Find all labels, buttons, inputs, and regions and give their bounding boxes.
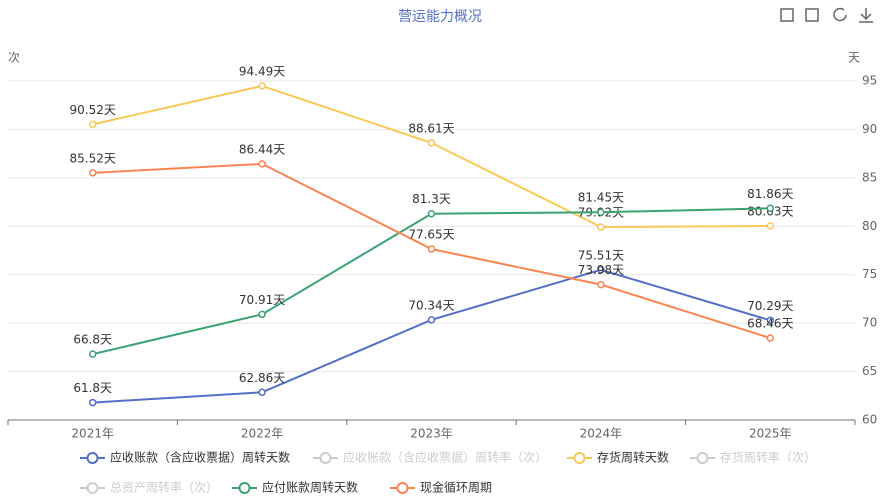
point xyxy=(427,245,436,253)
legend-symbol xyxy=(573,452,586,464)
data-label: 68.46天 xyxy=(747,317,793,331)
data-label: 86.44天 xyxy=(239,142,285,156)
data-label: 66.8天 xyxy=(73,333,112,347)
data-label: 81.3天 xyxy=(412,192,451,206)
data-label: 70.91天 xyxy=(239,293,285,307)
legend-item[interactable]: 总资产周转率（次） xyxy=(80,480,218,495)
y-axis-label: 次 xyxy=(8,51,20,65)
chart-title: 营运能力概况 xyxy=(398,9,482,25)
point xyxy=(597,266,605,274)
legend-symbol xyxy=(696,452,709,464)
legend-label: 应收账款（含应收票据）周转率（次） xyxy=(343,450,547,465)
data-label: 73.98天 xyxy=(578,263,624,277)
point xyxy=(427,139,436,147)
tool-data-view[interactable] xyxy=(780,8,794,22)
data-label: 81.45天 xyxy=(578,191,624,205)
legend-label: 存货周转率（次） xyxy=(720,450,816,465)
legend-label: 存货周转天数 xyxy=(597,450,669,465)
data-label: 94.49天 xyxy=(239,64,285,78)
y2-axis-label: 天 xyxy=(848,51,860,65)
point xyxy=(597,223,605,231)
point xyxy=(258,82,266,90)
data-label: 88.61天 xyxy=(408,121,454,135)
y2-tick-label: 80 xyxy=(862,219,877,233)
x-tick-label: 2022年 xyxy=(241,427,284,441)
y2-tick-label: 60 xyxy=(862,413,877,427)
legend-symbol xyxy=(238,482,251,494)
data-label: 70.29天 xyxy=(747,299,793,313)
point xyxy=(88,120,97,129)
legend-item[interactable]: 现金循环周期 xyxy=(390,480,492,495)
point xyxy=(88,350,97,358)
point xyxy=(597,280,605,289)
tool-magic[interactable] xyxy=(805,8,819,22)
series-line xyxy=(92,268,771,404)
legend-label: 现金循环周期 xyxy=(420,480,492,495)
data-label: 62.86天 xyxy=(239,371,285,385)
legend-item[interactable]: 应付账款周转天数 xyxy=(232,480,358,495)
y2-tick-label: 90 xyxy=(862,122,877,136)
legend-item[interactable]: 应收账款（含应收票据）周转率（次） xyxy=(313,450,547,465)
y2-tick-label: 70 xyxy=(862,316,877,330)
point xyxy=(258,160,266,168)
data-label: 77.65天 xyxy=(408,228,454,242)
point xyxy=(427,209,436,218)
x-tick-label: 2024年 xyxy=(580,427,623,441)
point xyxy=(766,222,775,230)
point xyxy=(258,388,266,397)
y2-tick-label: 65 xyxy=(862,364,877,378)
point xyxy=(88,398,97,407)
data-label: 75.51天 xyxy=(578,248,624,262)
legend-symbol xyxy=(86,452,99,464)
x-tick-label: 2021年 xyxy=(71,427,114,441)
legend-symbol xyxy=(396,482,409,494)
point xyxy=(766,204,775,213)
y2-tick-label: 75 xyxy=(862,267,877,281)
toolbox[interactable] xyxy=(780,7,873,23)
data-label: 70.34天 xyxy=(408,298,454,312)
point xyxy=(427,316,436,324)
x-tick-label: 2023年 xyxy=(410,427,453,441)
legend-label: 总资产周转率（次） xyxy=(110,480,218,495)
legend-label: 应付账款周转天数 xyxy=(262,480,358,495)
x-tick-label: 2025年 xyxy=(749,427,792,441)
legend-label: 应收账款（含应收票据）周转天数 xyxy=(110,450,290,465)
legend-item[interactable]: 存货周转率（次） xyxy=(690,450,816,465)
data-label: 90.52天 xyxy=(70,103,116,117)
point xyxy=(597,208,605,216)
point xyxy=(88,169,97,177)
tool-restore[interactable] xyxy=(833,7,847,22)
data-label: 85.52天 xyxy=(70,151,116,165)
tool-save[interactable] xyxy=(859,8,873,23)
data-label: 61.8天 xyxy=(73,381,112,395)
point xyxy=(258,310,266,319)
y2-tick-label: 85 xyxy=(862,170,877,184)
legend-item[interactable]: 存货周转天数 xyxy=(567,450,669,465)
data-label: 81.86天 xyxy=(747,187,793,201)
y2-tick-label: 95 xyxy=(862,74,877,88)
legend-symbol xyxy=(319,452,332,464)
legend-symbol xyxy=(86,482,99,494)
legend-item[interactable]: 应收账款（含应收票据）周转天数 xyxy=(80,450,290,465)
point xyxy=(766,316,775,325)
point xyxy=(766,334,775,342)
